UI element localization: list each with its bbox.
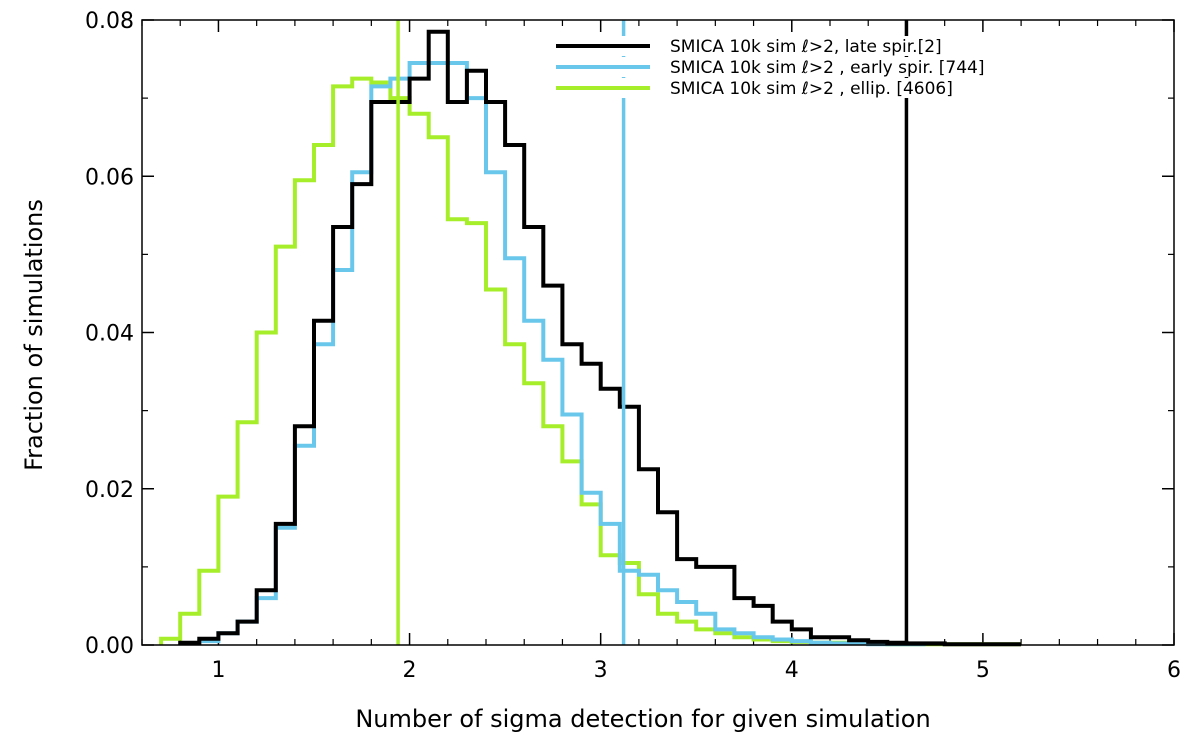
histogram-series-1 bbox=[197, 61, 926, 647]
x-axis-title: Number of sigma detection for given simu… bbox=[355, 705, 930, 733]
x-tick-label: 3 bbox=[594, 658, 608, 683]
legend-label: SMICA 10k sim ℓ>2 , ellip. [4606] bbox=[670, 79, 953, 99]
legend-label: SMICA 10k sim ℓ>2 , early spir. [744] bbox=[670, 58, 984, 78]
plot-frame bbox=[141, 19, 1175, 646]
tick-labels: 1 2 3 4 5 6 0.00 0.02 0.04 0.06 0.08 bbox=[85, 9, 1181, 683]
legend: SMICA 10k sim ℓ>2, late spir.[2]SMICA 10… bbox=[550, 36, 1110, 99]
y-tick-label: 0.06 bbox=[85, 165, 134, 190]
x-tick-label: 6 bbox=[1167, 658, 1181, 683]
legend-entry-bg bbox=[550, 78, 1110, 98]
tick-marks bbox=[141, 19, 1175, 646]
legend-entry-bg bbox=[550, 57, 1110, 77]
y-tick-label: 0.02 bbox=[85, 478, 134, 503]
histogram-series-0 bbox=[178, 29, 1022, 647]
y-tick-label: 0.08 bbox=[85, 9, 134, 34]
legend-label: SMICA 10k sim ℓ>2, late spir.[2] bbox=[670, 37, 942, 57]
x-tick-label: 1 bbox=[211, 658, 225, 683]
y-tick-label: 0.00 bbox=[85, 634, 134, 659]
x-tick-label: 4 bbox=[785, 658, 799, 683]
y-tick-label: 0.04 bbox=[85, 322, 134, 347]
y-axis-title: Fraction of simulations bbox=[20, 199, 48, 471]
series-layer bbox=[159, 29, 1022, 647]
marker-layer bbox=[396, 20, 909, 645]
legend-entry-bg bbox=[550, 36, 1110, 56]
x-tick-label: 5 bbox=[976, 658, 990, 683]
x-tick-label: 2 bbox=[403, 658, 417, 683]
